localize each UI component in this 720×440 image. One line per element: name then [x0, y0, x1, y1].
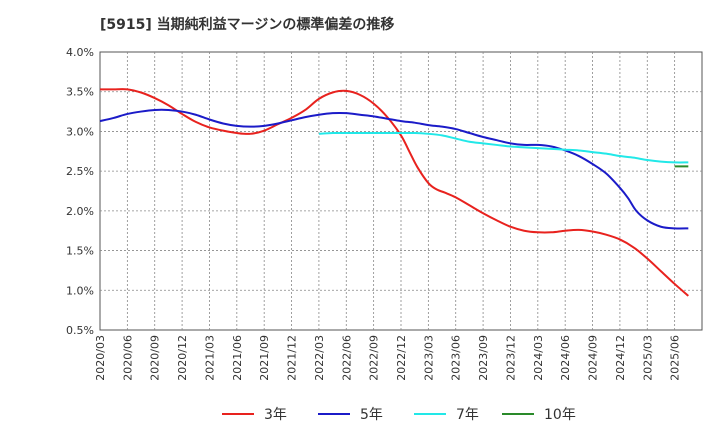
series-line-7年 [318, 131, 689, 164]
legend-label: 10年 [544, 407, 576, 423]
x-tick-label: 2020/12 [176, 335, 189, 381]
y-tick-label: 0.5% [66, 324, 94, 337]
x-tick-label: 2022/06 [340, 335, 353, 381]
x-tick-label: 2020/03 [94, 335, 107, 381]
x-tick-label: 2021/09 [258, 335, 271, 381]
y-tick-label: 4.0% [66, 46, 94, 59]
x-tick-label: 2023/09 [477, 335, 490, 381]
series-line-5年 [99, 108, 689, 230]
x-tick-label: 2022/03 [313, 335, 326, 381]
legend-label: 3年 [264, 407, 287, 423]
x-tick-label: 2021/03 [203, 335, 216, 381]
x-tick-label: 2021/12 [286, 335, 299, 381]
grid [99, 51, 703, 331]
x-tick-label: 2023/03 [422, 335, 435, 381]
y-axis: 0.5% 1.0% 1.5% 2.0% 2.5% 3.0% 3.5% 4.0% [66, 46, 94, 337]
legend-label: 7年 [456, 407, 479, 423]
x-tick-label: 2020/09 [149, 335, 162, 381]
x-tick-label: 2025/06 [669, 335, 682, 381]
y-tick-label: 2.0% [66, 205, 94, 218]
x-tick-label: 2021/06 [231, 335, 244, 381]
x-tick-label: 2020/06 [121, 335, 134, 381]
series-line-3年 [100, 88, 689, 297]
x-tick-label: 2022/09 [368, 335, 381, 381]
x-tick-label: 2025/03 [641, 335, 654, 381]
y-tick-label: 1.0% [66, 284, 94, 297]
y-tick-label: 2.5% [66, 165, 94, 178]
y-tick-label: 1.5% [66, 245, 94, 258]
x-tick-label: 2023/12 [504, 335, 517, 381]
legend-label: 5年 [360, 407, 383, 423]
legend: 3年 5年 7年 10年 [222, 407, 576, 423]
x-tick-label: 2024/03 [532, 335, 545, 381]
x-tick-label: 2024/06 [559, 335, 572, 381]
x-axis: 2020/03 2020/06 2020/09 2020/12 2021/03 2021/… [94, 335, 682, 381]
x-tick-label: 2023/06 [450, 335, 463, 381]
y-tick-label: 3.0% [66, 125, 94, 138]
x-tick-label: 2024/09 [587, 335, 600, 381]
plot-area [99, 88, 689, 297]
x-tick-label: 2022/12 [395, 335, 408, 381]
x-tick-label: 2024/12 [614, 335, 627, 381]
chart-title: [5915] 当期純利益マージンの標準偏差の推移 [100, 16, 394, 33]
y-tick-label: 3.5% [66, 86, 94, 99]
